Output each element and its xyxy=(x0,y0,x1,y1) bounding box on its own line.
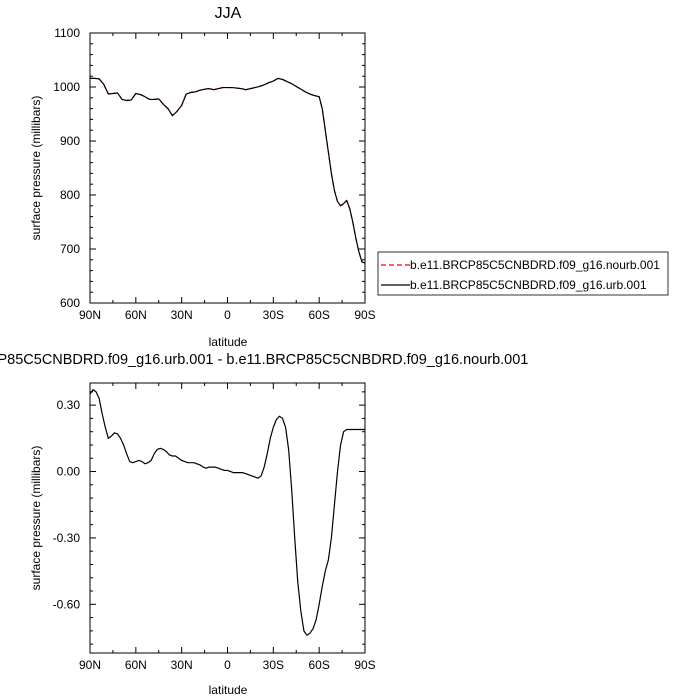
chart-top-y-tick-label: 1000 xyxy=(53,80,80,94)
chart-bottom-x-tick-label: 30S xyxy=(263,658,284,672)
chart-bottom-x-tick-label: 60N xyxy=(125,658,147,672)
chart-top-y-tick-label: 600 xyxy=(60,296,80,310)
chart-bottom-title: b.e11.BRCP85C5CNBDRD.f09_g16.urb.001 - b… xyxy=(0,352,528,368)
chart-bottom-x-tick-label: 90S xyxy=(354,658,375,672)
legend-label-nourb: b.e11.BRCP85C5CNBDRD.f09_g16.nourb.001 xyxy=(410,258,660,272)
chart-bottom-y-axis: 0.30 0.00 -0.30 -0.60 xyxy=(53,391,365,645)
chart-bottom-y-tick-label: -0.30 xyxy=(53,531,81,545)
chart-top-plot-frame xyxy=(89,32,366,304)
chart-top: JJA 90N 60N 30N 0 30S 60S 90S 600 700 800 900 1000… xyxy=(29,5,669,349)
chart-top-y-tick-label: 800 xyxy=(60,188,80,202)
chart-bottom-y-tick-label: -0.60 xyxy=(53,597,81,611)
chart-bottom-y-tick-label: 0.30 xyxy=(57,398,81,412)
chart-top-x-tick-label: 90N xyxy=(79,308,101,322)
chart-top-title: JJA xyxy=(215,5,242,22)
chart-top-x-tick-label: 90S xyxy=(354,308,375,322)
legend-box xyxy=(377,251,669,296)
chart-top-y-label: surface pressure (millibars) xyxy=(29,96,43,241)
chart-top-y-axis: 600 700 800 900 1000 1100 xyxy=(53,26,365,310)
chart-top-x-axis: 90N 60N 30N 0 30S 60S 90S xyxy=(79,33,376,322)
chart-bottom-x-axis: 90N 60N 30N 0 30S 60S 90S xyxy=(79,383,376,672)
chart-top-series-line-1 xyxy=(90,77,365,264)
chart-top-x-label: latitude xyxy=(209,335,248,349)
chart-bottom: b.e11.BRCP85C5CNBDRD.f09_g16.urb.001 - b… xyxy=(0,352,528,697)
chart-bottom-series-group xyxy=(90,389,365,636)
chart-bottom-series-line-0 xyxy=(90,389,365,636)
chart-top-x-tick-label: 60N xyxy=(125,308,147,322)
chart-bottom-plot-frame xyxy=(89,382,366,654)
chart-bottom-y-label: surface pressure (millibars) xyxy=(29,446,43,591)
legend-label-urb: b.e11.BRCP85C5CNBDRD.f09_g16.urb.001 xyxy=(410,278,647,292)
chart-top-y-tick-label: 1100 xyxy=(54,26,80,40)
chart-top-x-tick-label: 30S xyxy=(263,308,284,322)
chart-top-y-tick-label: 900 xyxy=(60,134,80,148)
chart-bottom-x-tick-label: 0 xyxy=(224,658,231,672)
chart-top-x-tick-label: 30N xyxy=(171,308,193,322)
chart-top-legend: b.e11.BRCP85C5CNBDRD.f09_g16.nourb.001 b… xyxy=(377,251,669,296)
chart-bottom-x-tick-label: 90N xyxy=(79,658,101,672)
chart-bottom-y-tick-label: 0.00 xyxy=(57,465,81,479)
chart-bottom-x-label: latitude xyxy=(209,683,248,697)
chart-top-y-tick-label: 700 xyxy=(60,242,80,256)
chart-bottom-x-tick-label: 60S xyxy=(308,658,329,672)
chart-top-x-tick-label: 0 xyxy=(224,308,231,322)
chart-bottom-x-tick-label: 30N xyxy=(171,658,193,672)
chart-top-series-group xyxy=(90,77,365,264)
chart-top-series-line-0 xyxy=(90,77,365,264)
chart-top-x-tick-label: 60S xyxy=(308,308,329,322)
